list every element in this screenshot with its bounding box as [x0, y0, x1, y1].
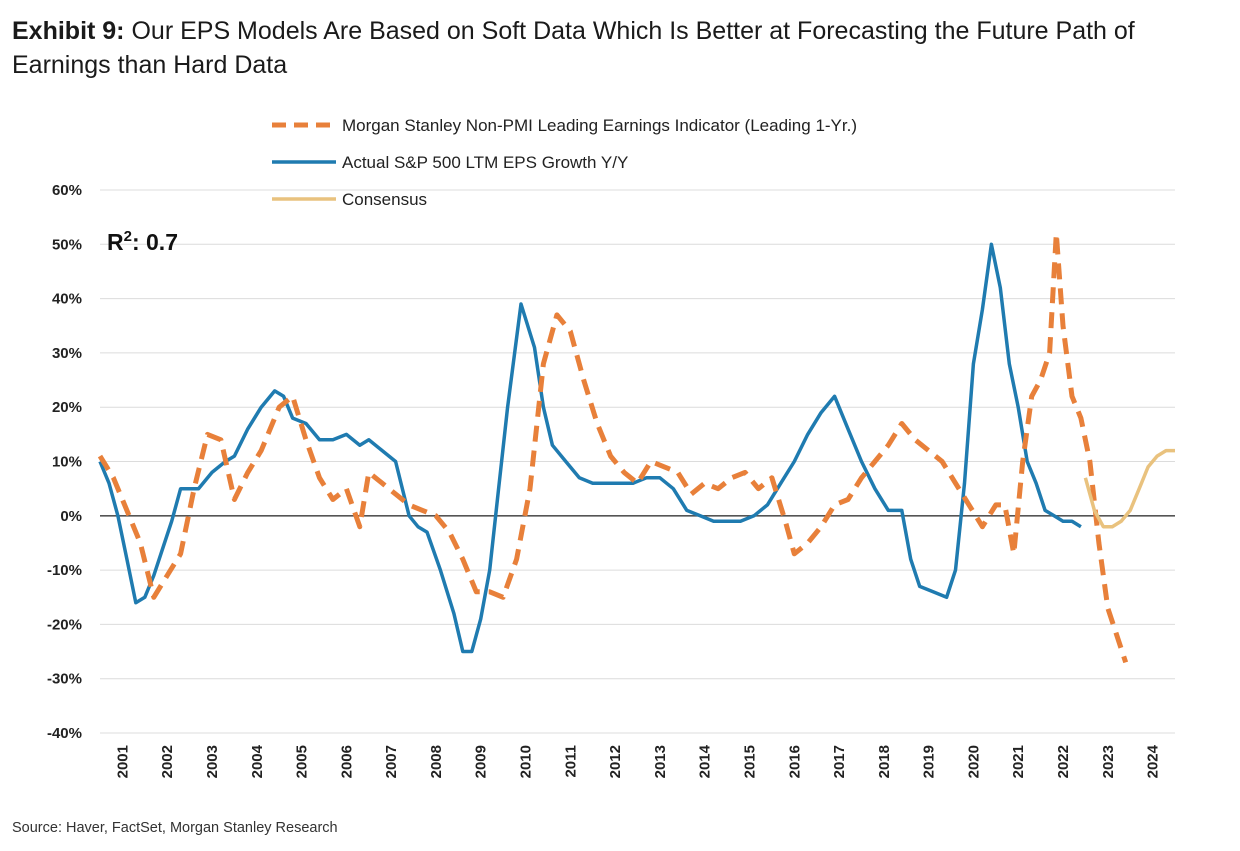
- x-tick-label: 2012: [607, 745, 624, 778]
- x-axis-ticks: 2001 2002 2003 2004 2005 2006 2007 2008 2009 2010…: [114, 744, 1161, 778]
- y-axis-ticks: 60% 50% 40% 30% 20% 10% 0% -10% -20% -30% -40%: [47, 182, 82, 742]
- x-tick-label: 2013: [652, 745, 669, 778]
- r2-superscript: 2: [124, 228, 132, 245]
- title-text: Our EPS Models Are Based on Soft Data Wh…: [12, 17, 1135, 79]
- x-tick-label: 2024: [1145, 744, 1162, 778]
- x-tick-label: 2003: [204, 745, 221, 778]
- x-tick-label: 2002: [159, 745, 176, 778]
- x-tick-label: 2015: [741, 745, 758, 778]
- y-tick-label: -10%: [47, 562, 82, 579]
- x-tick-label: 2004: [249, 744, 266, 778]
- x-tick-label: 2010: [518, 745, 535, 778]
- r2-prefix: R: [107, 229, 124, 255]
- r-squared-annotation: R2: 0.7: [107, 228, 178, 255]
- leading-indicator-line: [97, 230, 1129, 664]
- r2-value: : 0.7: [132, 229, 178, 255]
- x-tick-label: 2018: [876, 745, 893, 778]
- x-tick-label: 2001: [114, 745, 131, 778]
- x-tick-label: 2021: [1010, 745, 1027, 778]
- grid-lines: [100, 189, 1175, 734]
- consensus-line: [1083, 448, 1175, 529]
- x-tick-label: 2007: [383, 745, 400, 778]
- x-tick-label: 2011: [562, 745, 579, 778]
- y-tick-label: 0%: [60, 508, 82, 525]
- line-chart: 60% 50% 40% 30% 20% 10% 0% -10% -20% -30% -40% 200…: [47, 116, 1175, 778]
- exhibit-label: Exhibit 9:: [12, 17, 125, 45]
- actual-eps-line: [98, 242, 1082, 654]
- x-tick-label: 2005: [294, 745, 311, 778]
- x-tick-label: 2009: [473, 745, 490, 778]
- chart-title: Exhibit 9: Our EPS Models Are Based on S…: [12, 14, 1222, 82]
- legend-label: Consensus: [342, 190, 427, 209]
- y-tick-label: 60%: [52, 182, 82, 199]
- y-tick-label: -30%: [47, 671, 82, 688]
- y-tick-label: -40%: [47, 725, 82, 742]
- x-tick-label: 2016: [786, 745, 803, 778]
- y-tick-label: 20%: [52, 399, 82, 416]
- legend-label: Actual S&P 500 LTM EPS Growth Y/Y: [342, 153, 628, 172]
- x-tick-label: 2023: [1100, 745, 1117, 778]
- legend: Morgan Stanley Non-PMI Leading Earnings …: [272, 116, 857, 209]
- x-tick-label: 2017: [831, 745, 848, 778]
- x-tick-label: 2014: [697, 744, 714, 778]
- x-tick-label: 2022: [1055, 745, 1072, 778]
- source-note: Source: Haver, FactSet, Morgan Stanley R…: [12, 820, 338, 836]
- y-tick-label: 50%: [52, 236, 82, 253]
- x-tick-label: 2008: [428, 745, 445, 778]
- y-tick-label: -20%: [47, 616, 82, 633]
- x-tick-label: 2020: [965, 745, 982, 778]
- x-tick-label: 2006: [338, 745, 355, 778]
- series-lines: [97, 230, 1175, 664]
- y-tick-label: 10%: [52, 454, 82, 471]
- y-tick-label: 40%: [52, 291, 82, 308]
- y-tick-label: 30%: [52, 345, 82, 362]
- legend-label: Morgan Stanley Non-PMI Leading Earnings …: [342, 116, 857, 135]
- x-tick-label: 2019: [921, 745, 938, 778]
